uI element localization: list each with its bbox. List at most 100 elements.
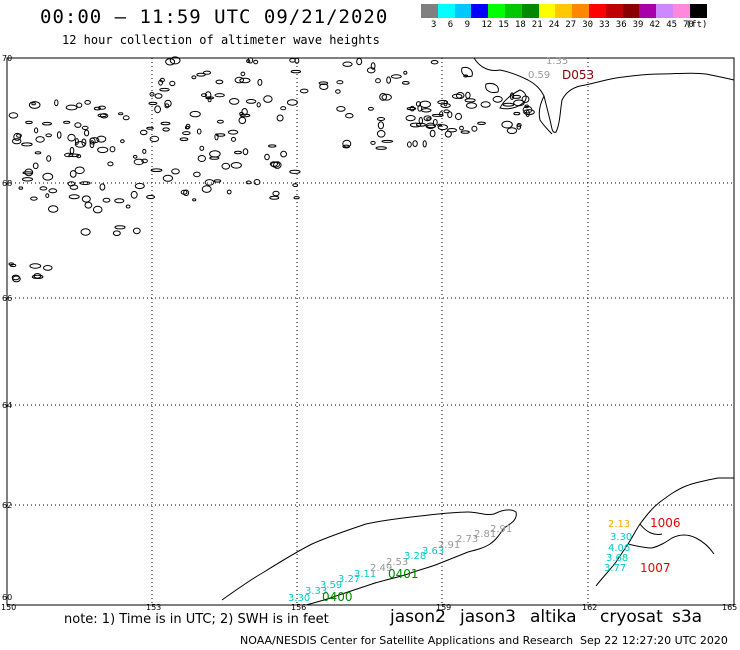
swh-value: 3.27 <box>338 574 360 585</box>
contour-blob <box>132 154 138 159</box>
legend-swatch <box>471 4 489 18</box>
contour-blob <box>209 156 220 160</box>
contour-blob <box>280 106 287 111</box>
legend-swatch <box>672 4 690 18</box>
contour-blob <box>477 121 486 126</box>
contour-blob <box>431 113 444 117</box>
contour-blob <box>376 130 386 138</box>
contour-blob <box>253 179 261 186</box>
contour-blob <box>430 60 439 65</box>
contour-blob <box>48 205 59 213</box>
contour-blob <box>89 137 100 144</box>
contour-blob <box>228 129 239 135</box>
contour-blob <box>97 146 109 154</box>
contour-blob <box>419 100 432 109</box>
legend-label: 39 <box>632 20 644 30</box>
swh-value: 1.35 <box>546 56 568 67</box>
legend-swatch <box>454 4 472 18</box>
contour-blob <box>180 189 188 195</box>
contour-blob <box>511 94 521 99</box>
contour-blob <box>24 168 34 177</box>
legend-label: 18 <box>515 20 526 30</box>
contour-blob <box>84 129 90 137</box>
contour-blob <box>201 185 212 193</box>
contour-blob <box>524 104 530 109</box>
contour-blob <box>102 197 111 203</box>
swh-value: 3.68 <box>606 553 628 564</box>
contour-blob <box>158 79 164 86</box>
contour-blob <box>184 125 190 130</box>
contour-blob <box>460 130 470 134</box>
lon-label: 159 <box>436 603 451 612</box>
track-label: 0401 <box>388 567 419 581</box>
map-frame <box>6 57 735 606</box>
contour-blob <box>81 138 87 146</box>
contour-blob <box>422 140 427 148</box>
contour-blob <box>196 128 202 135</box>
contour-blob <box>149 135 160 143</box>
contour-blob <box>492 95 503 103</box>
contour-blob <box>335 89 341 94</box>
contour-blob <box>84 201 93 209</box>
legend-label: 9 <box>464 20 471 30</box>
contour-blob <box>407 141 412 148</box>
contour-blob <box>509 92 515 100</box>
contour-blob <box>159 87 170 92</box>
contour-blob <box>139 129 148 136</box>
contour-blob <box>286 99 298 106</box>
contour-blob <box>221 162 231 170</box>
contour-blob <box>270 161 280 168</box>
legend-swatch <box>572 4 589 18</box>
track-label: 0400 <box>322 590 353 604</box>
contour-blob <box>31 102 36 106</box>
contour-blob <box>8 262 14 266</box>
contour-blob <box>179 137 189 141</box>
contour-blob <box>65 104 78 111</box>
contour-blob <box>247 57 254 64</box>
contour-blob <box>234 76 245 84</box>
contour-blob <box>269 195 280 200</box>
contour-blob <box>480 101 491 108</box>
contour-blob <box>381 93 392 101</box>
contour-blob <box>229 98 240 105</box>
contour-blob <box>409 122 422 128</box>
contour-blob <box>205 91 212 99</box>
contour-blob <box>122 115 130 121</box>
lat-label: 64 <box>2 401 12 410</box>
contour-blob <box>33 273 42 279</box>
contour-blob <box>134 182 145 190</box>
contour-blob <box>154 93 163 99</box>
contour-blob <box>165 58 176 66</box>
contour-blob <box>192 198 197 202</box>
contour-blob <box>164 99 172 108</box>
credit-line: NOAA/NESDIS Center for Satellite Applica… <box>240 634 574 647</box>
contour-blob <box>154 105 162 114</box>
contour-blob <box>48 188 58 194</box>
swh-value: 3.28 <box>404 551 426 562</box>
contour-blob <box>421 108 432 113</box>
contour-blob <box>21 177 34 182</box>
contour-blob <box>425 122 436 130</box>
swh-value: 2.81 <box>474 529 496 540</box>
contour-blob <box>76 102 83 108</box>
legend-label: 24 <box>548 20 560 30</box>
contour-blob <box>319 83 329 90</box>
lat-label: 70 <box>2 54 12 63</box>
contour-blob <box>437 124 448 131</box>
contour-blob <box>189 110 201 118</box>
contour-blob <box>39 186 48 191</box>
contour-blob <box>356 57 363 66</box>
contour-blob <box>415 101 422 107</box>
satellite-s3a: s3a <box>672 607 703 627</box>
contour-blob <box>92 205 103 214</box>
track-label: 1006 <box>650 516 681 530</box>
contour-blob <box>429 129 436 138</box>
legend-swatch <box>555 4 573 18</box>
contour-blob <box>293 196 300 200</box>
contour-blob <box>381 139 394 143</box>
swh-value: 3.59 <box>320 580 342 591</box>
coastline-south-west <box>221 509 517 606</box>
track-label: D053 <box>562 68 594 82</box>
contour-blob <box>46 155 52 162</box>
legend-label: 12 <box>481 20 493 30</box>
